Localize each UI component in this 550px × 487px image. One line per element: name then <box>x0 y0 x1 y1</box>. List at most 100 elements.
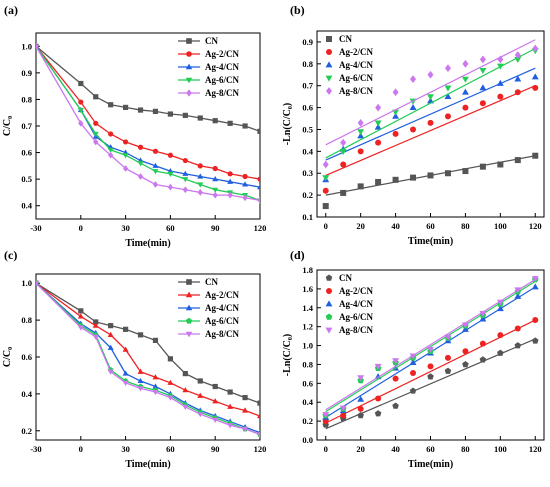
data-point <box>514 75 522 82</box>
x-tick-label: 80 <box>461 221 470 231</box>
data-point <box>444 85 452 92</box>
data-point <box>137 144 144 150</box>
data-point <box>409 358 417 365</box>
data-point <box>227 191 233 199</box>
data-point <box>167 395 174 401</box>
data-point <box>137 386 144 392</box>
legend-label: Ag-4/CN <box>205 303 239 313</box>
data-point <box>479 311 487 318</box>
data-point <box>257 400 260 406</box>
data-point <box>197 378 203 384</box>
data-point <box>514 157 521 164</box>
data-point <box>186 89 192 97</box>
y-tick-label: 1.6 <box>302 284 313 294</box>
x-tick-label: 40 <box>391 444 400 454</box>
data-point <box>242 173 248 180</box>
data-point <box>497 93 504 100</box>
data-point <box>123 104 129 110</box>
legend-label: Ag-2/CN <box>339 47 373 57</box>
data-point <box>462 104 469 111</box>
legend-label: CN <box>205 277 218 287</box>
data-point <box>497 55 504 64</box>
series-ag-2-cn <box>36 43 260 182</box>
x-tick-label: 0 <box>79 223 83 233</box>
series-line <box>36 45 260 180</box>
data-point <box>108 323 114 329</box>
data-point <box>322 160 329 169</box>
x-tick-label: 0 <box>324 221 328 231</box>
data-point <box>93 120 99 126</box>
data-point <box>339 148 347 155</box>
data-point <box>479 315 487 322</box>
data-point <box>479 340 486 347</box>
x-tick-label: 0 <box>324 444 328 454</box>
x-tick-label: 120 <box>529 444 542 454</box>
data-point <box>152 389 159 396</box>
data-point <box>122 380 129 386</box>
data-point <box>479 84 487 91</box>
data-point <box>357 148 364 155</box>
legend-label: CN <box>339 273 352 283</box>
data-point <box>322 175 330 182</box>
data-point <box>152 337 159 343</box>
data-point <box>375 395 382 402</box>
data-point <box>392 358 400 365</box>
series-ag-6-cn <box>36 44 260 204</box>
legend-label: Ag-2/CN <box>339 286 373 296</box>
legend-label: Ag-6/CN <box>205 75 239 85</box>
fit-line <box>325 319 536 424</box>
series-cn <box>322 152 539 210</box>
data-point <box>93 138 99 146</box>
data-point <box>197 173 204 179</box>
data-point <box>212 417 219 423</box>
data-point <box>357 132 365 139</box>
data-point <box>340 161 347 168</box>
data-point <box>462 168 469 175</box>
data-point <box>182 112 188 118</box>
data-point <box>462 59 469 68</box>
data-point <box>325 313 333 320</box>
data-point <box>108 102 114 108</box>
y-tick-label: 0.9 <box>21 68 32 78</box>
chart-panel-b: (b) 0 20 40 60 80 100 120 0.1 0.2 0.3 0.4 0.5 0.6 0.7 0… <box>282 3 545 247</box>
data-point <box>167 152 173 158</box>
data-point <box>427 172 434 179</box>
plot-frame <box>35 32 261 220</box>
data-point <box>122 153 129 159</box>
data-point <box>479 100 486 107</box>
y-tick-label: 1.0 <box>302 341 313 351</box>
data-point <box>108 131 114 137</box>
data-point <box>107 331 114 337</box>
data-point <box>479 55 486 64</box>
data-point <box>532 84 539 91</box>
data-point <box>374 363 382 370</box>
series-ag-2-cn <box>322 317 539 425</box>
data-point <box>496 79 504 86</box>
legend-label: Ag-6/CN <box>339 312 373 322</box>
legend-label: Ag-4/CN <box>339 299 373 309</box>
data-point <box>227 178 234 184</box>
data-point <box>339 405 347 412</box>
y-tick-label: 0.4 <box>21 389 32 399</box>
data-point <box>197 182 204 188</box>
legend-label: Ag-4/CN <box>339 60 373 70</box>
x-axis-title: Time(min) <box>408 459 453 470</box>
data-point <box>357 405 364 412</box>
data-point <box>36 281 39 287</box>
x-tick-label: 120 <box>529 221 542 231</box>
x-tick-label: 100 <box>494 221 507 231</box>
data-point <box>122 346 129 352</box>
y-axis-title: C/C₀ <box>2 116 13 136</box>
series-cn <box>322 337 539 430</box>
legend-label: Ag-8/CN <box>205 88 239 98</box>
y-tick-label: 0.8 <box>302 359 313 369</box>
y-axis-title: -Ln(C/C₀) <box>282 334 293 376</box>
data-point <box>532 152 539 159</box>
data-point <box>93 319 99 325</box>
y-tick-label: 0.6 <box>302 103 313 113</box>
data-point <box>409 387 417 394</box>
data-point <box>496 63 504 70</box>
data-point <box>375 178 382 185</box>
y-tick-label: 0.1 <box>302 212 313 222</box>
data-point <box>78 308 84 314</box>
